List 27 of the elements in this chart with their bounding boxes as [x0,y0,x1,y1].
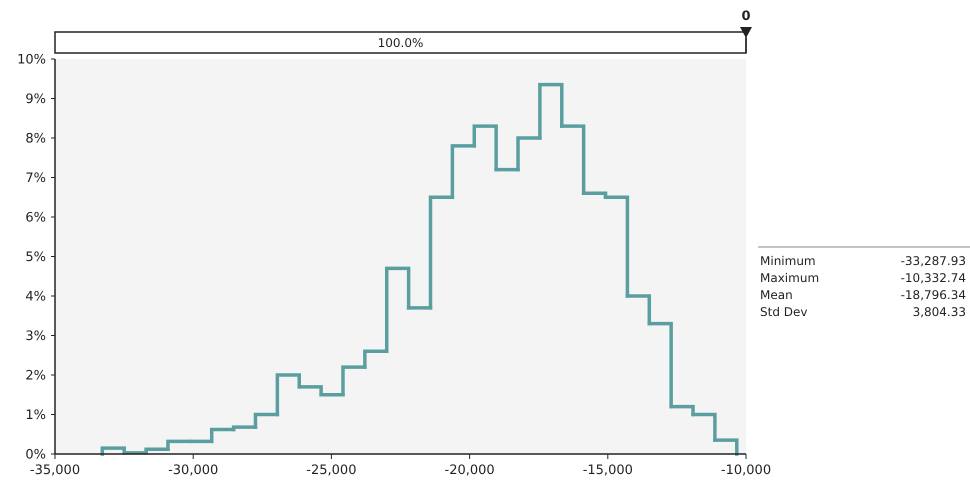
text: Maximum [760,271,820,285]
y-tick-label: 4% [25,290,46,305]
x-tick-label: -15,000 [582,463,633,478]
text: -10,332.74 [900,271,966,285]
y-tick-label: 5% [25,250,46,266]
text: 3,804.33 [912,305,966,319]
y-tick-label: 3% [25,329,46,344]
x-tick-label: -30,000 [168,463,218,478]
y-tick-label: 7% [25,171,46,186]
x-tick-label: -25,000 [306,463,356,478]
y-tick-label: 9% [25,92,46,108]
text: 0 [741,9,751,24]
text: Std Dev [760,305,808,319]
x-tick-label: -35,000 [30,463,80,478]
text: -18,796.34 [900,288,966,302]
y-tick-label: 0% [25,448,46,463]
text: Minimum [760,254,816,268]
y-tick-label: 10% [17,52,46,68]
text: Mean [760,288,793,302]
y-tick-label: 6% [25,210,46,226]
text: 100.0% [378,36,424,50]
text: -33,287.93 [900,254,966,268]
x-tick-label: -10,000 [720,463,772,478]
y-tick-label: 8% [25,132,46,147]
x-tick-label: -20,000 [444,463,495,478]
y-tick-label: 2% [25,368,46,384]
y-tick-label: 1% [25,408,46,424]
